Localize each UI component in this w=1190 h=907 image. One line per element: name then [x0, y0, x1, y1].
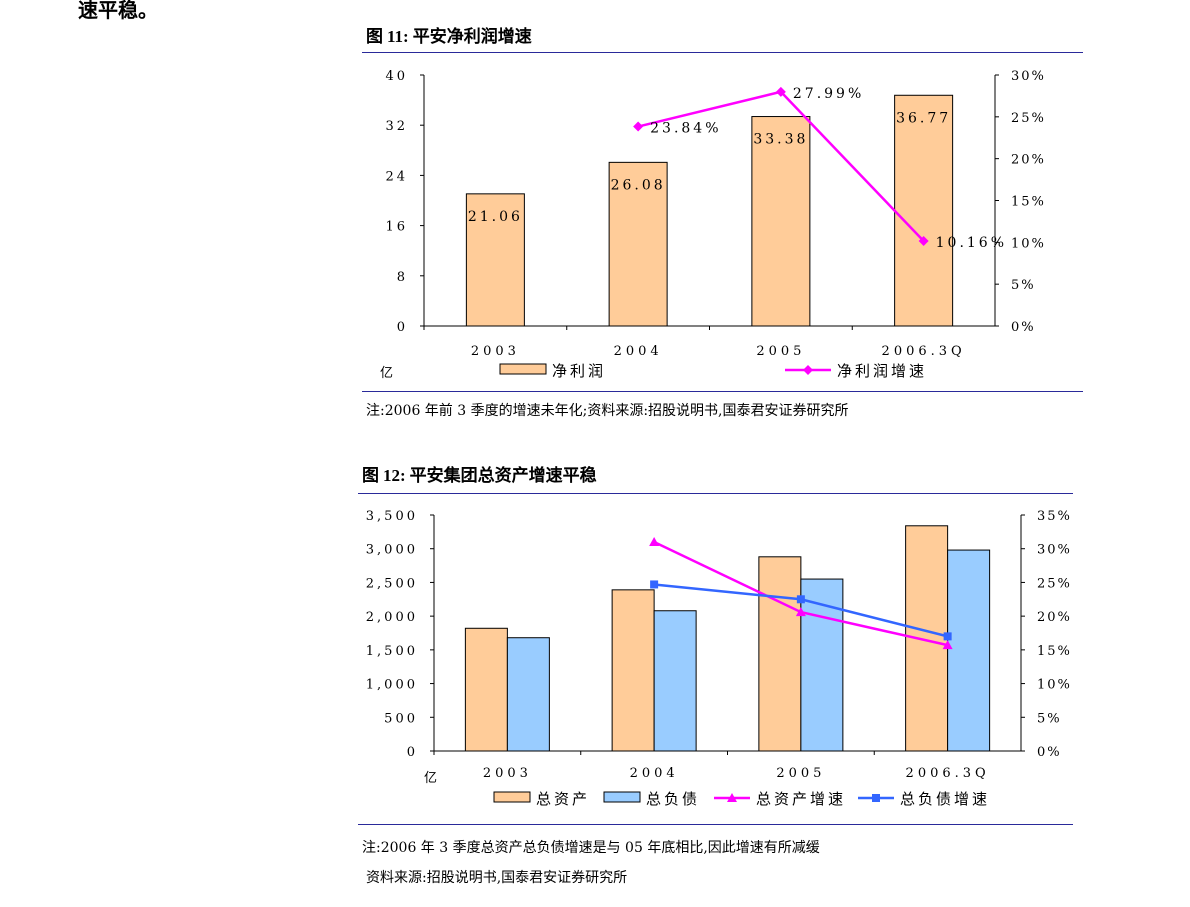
line-data-label: 23.84%	[650, 121, 721, 137]
legend-label-净利润增速: 净利润增速	[837, 362, 927, 380]
right-tick-label: 5%	[1037, 711, 1062, 726]
bar-总资产	[464, 627, 508, 752]
left-tick-label: 8	[397, 270, 408, 285]
right-tick-label: 10%	[1011, 236, 1046, 251]
point-总资产增速	[795, 607, 806, 617]
figure-12-note-line2: 资料来源:招股说明书,国泰君安证券研究所	[366, 870, 628, 886]
bar-总负债	[947, 549, 991, 752]
point-净利润增速	[775, 86, 786, 97]
figure-12-chart: 3,500 3,000 2,500 2,000 1,500 1,000 500 0 35% 30%…	[366, 509, 1072, 808]
left-tick-label: 32	[385, 119, 408, 134]
bar-data-label: 26.08	[611, 177, 666, 193]
bar-data-label: 33.38	[753, 132, 808, 148]
x-tick-label: 2005	[776, 766, 825, 781]
legend-label-总负债增速: 总负债增速	[900, 790, 990, 808]
legend-marker-总负债增速	[872, 794, 880, 802]
x-tick-label: 2004	[614, 344, 663, 359]
left-tick-label: 1,000	[366, 678, 418, 693]
bar-净利润	[894, 94, 954, 327]
figure-11-chart: 40 32 24 16 8 0 30% 25% 20% 15% 10% 5% 0% 2003 2004 200…	[380, 69, 1046, 381]
bar-总资产	[758, 556, 802, 752]
right-tick-label: 30%	[1011, 69, 1046, 84]
unit-label: 亿	[380, 366, 393, 381]
figure-11-title-prefix: 图	[366, 27, 383, 47]
figure-11-title: 图 11: 平安净利润增速	[366, 22, 532, 47]
point-总资产增速	[649, 536, 660, 546]
left-tick-label: 1,500	[366, 644, 418, 659]
left-tick-label: 500	[384, 711, 418, 726]
right-tick-label: 0%	[1037, 745, 1062, 760]
bar-总资产	[905, 525, 949, 752]
point-总负债增速	[943, 632, 952, 641]
right-tick-label: 35%	[1037, 509, 1072, 524]
unit-label: 亿	[424, 771, 437, 786]
point-净利润增速	[918, 235, 929, 246]
line-data-label: 10.16%	[936, 235, 1007, 251]
bar-data-label: 36.77	[896, 110, 951, 126]
left-tick-label: 0	[397, 320, 408, 335]
legend-swatch-总负债	[603, 791, 641, 803]
right-tick-label: 25%	[1037, 576, 1072, 591]
figure-11-title-number: 11:	[387, 27, 409, 46]
x-tick-label: 2004	[630, 766, 679, 781]
legend-label-总资产增速: 总资产增速	[756, 790, 846, 808]
right-tick-label: 25%	[1011, 111, 1046, 126]
point-总负债增速	[650, 580, 659, 589]
left-tick-label: 40	[385, 69, 408, 84]
bar-净利润	[465, 193, 525, 327]
right-tick-label: 5%	[1011, 278, 1036, 293]
figure-12-title: 图 12: 平安集团总资产增速平稳	[362, 461, 597, 486]
right-tick-label: 15%	[1011, 195, 1046, 210]
right-tick-label: 10%	[1037, 678, 1072, 693]
x-tick-label: 2006.3Q	[882, 344, 966, 359]
left-tick-label: 2,500	[366, 576, 418, 591]
left-tick-label: 3,500	[366, 509, 418, 524]
legend-swatch-总资产	[493, 791, 531, 803]
figure-12-title-number: 12:	[383, 466, 406, 485]
left-tick-label: 16	[385, 220, 408, 235]
x-tick-label: 2005	[756, 344, 805, 359]
x-tick-label: 2006.3Q	[906, 766, 990, 781]
figure-12-note-line1: 注:2006 年 3 季度总资产总负债增速是与 05 年底相比,因此增速有所减缓	[362, 840, 820, 856]
figure-11-top-rule	[362, 52, 1083, 53]
line-data-label: 27.99%	[793, 86, 864, 102]
bar-总负债	[653, 610, 697, 752]
bar-data-label: 21.06	[468, 209, 523, 225]
point-总负债增速	[796, 595, 805, 604]
bar-净利润	[751, 116, 811, 327]
figure-12-bottom-rule	[358, 824, 1073, 825]
figure-11-bottom-rule	[362, 391, 1083, 392]
legend-marker-净利润增速	[803, 365, 813, 375]
legend-label-净利润: 净利润	[552, 362, 606, 380]
figure-11-title-text: 平安净利润增速	[412, 27, 532, 47]
right-tick-label: 15%	[1037, 644, 1072, 659]
preceding-paragraph-fragment: 速平稳。	[78, 0, 158, 22]
right-tick-label: 0%	[1011, 320, 1036, 335]
point-总资产增速	[942, 640, 953, 650]
bar-总负债	[506, 637, 550, 752]
x-tick-label: 2003	[483, 766, 532, 781]
figure-12-title-text: 平安集团总资产增速平稳	[409, 466, 597, 486]
left-tick-label: 3,000	[366, 543, 418, 558]
left-tick-label: 2,000	[366, 610, 418, 625]
left-tick-label: 24	[385, 169, 408, 184]
legend-swatch-净利润	[499, 363, 547, 375]
figure-12-top-rule	[358, 493, 1073, 494]
figure-11-note: 注:2006 年前 3 季度的增速未年化;资料来源:招股说明书,国泰君安证券研究…	[366, 403, 849, 419]
figure-12-title-prefix: 图	[362, 466, 379, 486]
bar-净利润	[608, 161, 668, 327]
bar-总资产	[611, 589, 655, 752]
legend-label-总资产: 总资产	[536, 790, 590, 808]
legend-label-总负债: 总负债	[646, 790, 700, 808]
right-tick-label: 30%	[1037, 543, 1072, 558]
legend-marker-总资产增速	[727, 793, 737, 802]
right-tick-label: 20%	[1037, 610, 1072, 625]
right-tick-label: 20%	[1011, 153, 1046, 168]
left-tick-label: 0	[407, 745, 418, 760]
x-tick-label: 2003	[471, 344, 520, 359]
point-净利润增速	[633, 121, 644, 132]
